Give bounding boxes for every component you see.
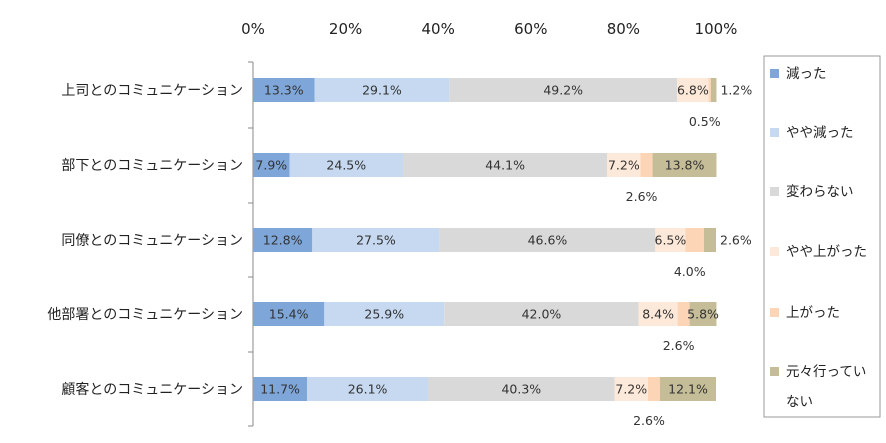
bar-segment — [253, 153, 290, 177]
legend-label: 減った — [786, 65, 827, 82]
legend-label: 元々行ってい — [786, 364, 866, 380]
x-tick-label: 20% — [329, 20, 362, 38]
legend-label: やや上がった — [786, 244, 867, 260]
bar-segment — [253, 302, 325, 326]
data-label: 2.6% — [720, 233, 752, 248]
category-label: 上司とのコミュニケーション — [61, 83, 243, 99]
data-label: 26.1% — [348, 382, 388, 397]
bar-segment — [659, 377, 716, 401]
legend-label: やや減った — [786, 124, 854, 141]
bar-segment — [428, 377, 615, 401]
data-label: 13.3% — [264, 83, 304, 98]
data-label: 24.5% — [326, 158, 366, 173]
data-label: 2.6% — [633, 413, 665, 428]
data-label: 5.8% — [687, 307, 719, 322]
bar-segment — [703, 228, 716, 252]
bar-segment — [689, 302, 717, 326]
data-label: 8.4% — [642, 307, 674, 322]
x-tick-label: 0% — [241, 20, 265, 38]
legend-label-continued: ない — [786, 394, 813, 410]
data-label: 13.8% — [665, 158, 705, 173]
bar-segment — [685, 228, 704, 252]
bar-segment — [253, 78, 315, 102]
bar-segment — [677, 78, 709, 102]
category-label: 顧客とのコミュニケーション — [61, 381, 243, 398]
category-label: 同僚とのコミュニケーション — [61, 233, 243, 249]
bar-segment — [439, 228, 656, 252]
bar-segment — [640, 153, 653, 177]
data-label: 2.6% — [663, 338, 695, 353]
bar-segment — [403, 153, 608, 177]
data-label: 27.5% — [356, 233, 396, 248]
bar-segment — [324, 302, 445, 326]
bar-segment — [638, 302, 678, 326]
bar-segment — [614, 377, 648, 401]
x-tick-label: 40% — [422, 20, 455, 38]
bar-segment — [253, 228, 313, 252]
data-label: 6.8% — [677, 83, 709, 98]
bar-segment — [314, 78, 450, 102]
data-label: 7.2% — [615, 382, 647, 397]
bar-segment — [253, 377, 308, 401]
bar-segment — [655, 228, 686, 252]
data-label: 29.1% — [362, 83, 402, 98]
bar-segment — [444, 302, 639, 326]
bar-segment — [312, 228, 440, 252]
legend-swatch — [770, 308, 779, 317]
data-label: 0.5% — [689, 114, 721, 129]
bar-segment — [708, 78, 711, 102]
data-label: 49.2% — [543, 83, 583, 98]
data-label: 2.6% — [626, 189, 658, 204]
legend-swatch — [770, 187, 779, 196]
data-label: 12.1% — [668, 382, 708, 397]
bar-segment — [652, 153, 717, 177]
bar-segment — [710, 78, 717, 102]
data-label: 40.3% — [501, 382, 541, 397]
x-tick-label: 100% — [695, 20, 738, 38]
bar-segment — [677, 302, 690, 326]
data-label: 4.0% — [674, 264, 706, 279]
legend-swatch — [770, 69, 779, 78]
x-tick-label: 60% — [514, 20, 547, 38]
legend-swatch — [770, 247, 779, 256]
data-label: 1.2% — [720, 83, 752, 98]
data-label: 25.9% — [364, 307, 404, 322]
data-label: 44.1% — [485, 158, 525, 173]
data-label: 12.8% — [263, 233, 303, 248]
category-label: 部下とのコミュニケーション — [61, 158, 243, 174]
category-label: 他部署とのコミュニケーション — [47, 307, 243, 323]
bar-segment — [647, 377, 660, 401]
data-label: 46.6% — [528, 233, 568, 248]
bar-segment — [289, 153, 404, 177]
bar-segment — [449, 78, 678, 102]
legend-box — [763, 55, 881, 418]
data-label: 7.9% — [255, 158, 287, 173]
data-label: 7.2% — [608, 158, 640, 173]
bar-segment — [307, 377, 429, 401]
legend-swatch — [770, 128, 779, 137]
data-label: 11.7% — [260, 382, 300, 397]
legend-label: 変わらない — [786, 183, 854, 200]
data-label: 6.5% — [655, 233, 687, 248]
data-label: 42.0% — [522, 307, 562, 322]
legend-swatch — [770, 367, 779, 376]
x-tick-label: 80% — [607, 20, 640, 38]
bar-segment — [607, 153, 641, 177]
legend-label: 上がった — [786, 305, 840, 321]
data-label: 15.4% — [269, 307, 309, 322]
